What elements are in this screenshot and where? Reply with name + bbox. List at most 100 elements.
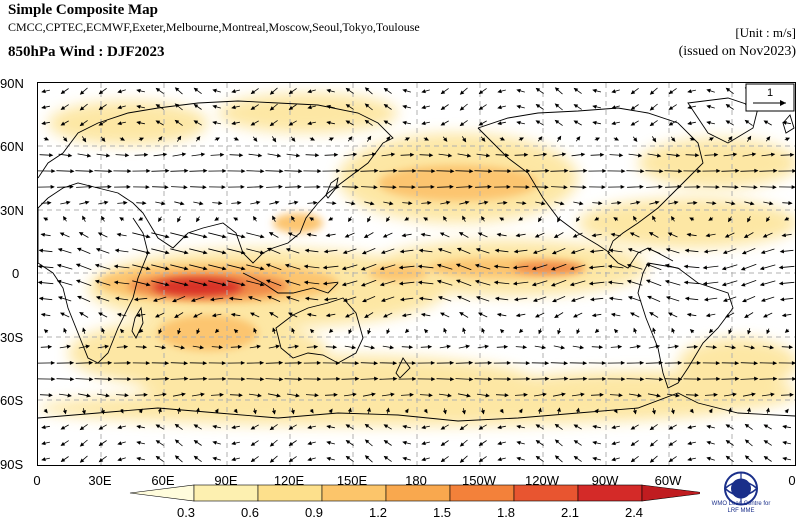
wind-vector-head	[422, 90, 425, 93]
wind-vector-head	[596, 138, 599, 141]
wind-vector-head	[308, 458, 311, 461]
wind-vector-head	[729, 330, 732, 333]
wind-vector-head	[58, 264, 61, 267]
wind-vector-head	[536, 121, 539, 124]
wind-vector-head	[516, 234, 519, 237]
wind-vector-head	[577, 330, 580, 333]
wind-vector-head	[615, 138, 618, 141]
wind-vector-head	[783, 314, 786, 317]
wind-vector-head	[574, 235, 577, 238]
wind-vector-head	[97, 249, 100, 252]
wind-vector-head	[789, 202, 792, 205]
wind-vector-head	[781, 298, 784, 301]
wind-vector-head	[90, 170, 93, 173]
wind-vector-head	[108, 185, 111, 188]
wind-vector-head	[466, 345, 469, 348]
wind-vector-head	[688, 442, 691, 445]
wind-vector-head	[78, 248, 81, 251]
wind-vector-head	[61, 107, 64, 110]
wind-vector-head	[593, 105, 596, 108]
wind-vector-head	[182, 153, 185, 156]
wind-vector-head	[669, 107, 672, 110]
wind-vector-head	[276, 201, 279, 204]
wind-vector-head	[42, 426, 45, 429]
wind-vector-head	[41, 233, 44, 236]
wind-vector-head	[504, 346, 507, 349]
wind-vector-head	[536, 315, 539, 318]
wind-vector-head	[688, 426, 691, 429]
wind-vector-head	[500, 218, 503, 221]
wind-vector-head	[498, 442, 501, 445]
wind-vector-head	[422, 458, 425, 461]
wind-vector-head	[764, 425, 767, 428]
wind-vector-head	[387, 218, 390, 221]
wind-vector-head	[558, 136, 561, 139]
wind-vector-head	[308, 442, 311, 445]
wind-vector-head	[517, 105, 520, 108]
wind-vector-head	[601, 153, 604, 156]
wind-vector-head	[145, 153, 148, 156]
wind-vector-head	[194, 425, 197, 428]
wind-vector-head	[234, 218, 237, 221]
wind-vector-head	[352, 202, 355, 205]
wind-vector-head	[222, 186, 225, 189]
wind-vector-head	[371, 346, 374, 349]
wind-vector-head	[235, 138, 238, 141]
wind-vector-head	[485, 345, 488, 348]
colorbar-tick-2-4: 2.4	[625, 505, 643, 520]
wind-vector-head	[688, 313, 691, 316]
wind-vector-head	[384, 235, 387, 238]
wind-vector-head	[314, 202, 317, 205]
wind-vector-head	[147, 170, 150, 173]
wind-vector-head	[761, 283, 764, 286]
wind-vector-head	[610, 297, 613, 300]
wind-vector-head	[238, 202, 241, 205]
wind-vector-head	[460, 313, 463, 316]
wind-vector-head	[628, 280, 631, 283]
colorbar-segment	[642, 485, 700, 501]
wind-vector-head	[751, 202, 754, 205]
wind-vector-head	[363, 251, 366, 254]
wind-vector-head	[124, 201, 127, 204]
wind-vector-head	[602, 186, 605, 189]
wind-vector-head	[336, 186, 339, 189]
wind-vector-head	[441, 427, 444, 430]
wind-vector-head	[48, 202, 51, 205]
wind-vector-head	[517, 425, 520, 428]
wind-vector-head	[767, 409, 770, 412]
wind-vector-head	[422, 426, 425, 429]
wind-vector-head	[783, 441, 786, 444]
wind-vector-head	[498, 426, 501, 429]
wind-vector-head	[70, 185, 73, 188]
wind-vector-head	[185, 235, 188, 238]
wind-vector-head	[523, 346, 526, 349]
wind-vector-head	[308, 426, 311, 429]
wind-vector-head	[517, 89, 520, 92]
wind-vector-head	[629, 297, 632, 300]
wind-vector-head	[447, 345, 450, 348]
wind-vector-head	[204, 235, 207, 238]
wind-vector-head	[479, 107, 482, 110]
wind-vector-head	[764, 315, 767, 318]
wind-vector-head	[519, 218, 522, 221]
wind-vector-head	[631, 313, 634, 316]
wind-vector-head	[629, 249, 632, 252]
wind-vector-head	[147, 235, 150, 238]
wind-vector-head	[289, 233, 292, 236]
reference-vector-label: 1	[767, 87, 773, 99]
wind-vector-head	[517, 121, 520, 124]
wind-vector-head	[48, 346, 51, 349]
wind-vector-head	[517, 441, 520, 444]
wind-vector-head	[99, 443, 102, 446]
wind-vector-head	[223, 235, 226, 238]
wind-vector-head	[50, 154, 53, 157]
wind-vector-head	[99, 313, 102, 316]
wind-vector-head	[507, 362, 510, 365]
wind-vector-head	[194, 441, 197, 444]
wmo-logo-text: WMO Lead Centre for LRF MME	[705, 501, 777, 515]
wind-vector-head	[618, 345, 621, 348]
wind-vector-head	[402, 234, 405, 237]
wind-vector-head	[517, 457, 520, 460]
wind-vector-head	[213, 89, 216, 92]
wind-vector-head	[89, 185, 92, 188]
